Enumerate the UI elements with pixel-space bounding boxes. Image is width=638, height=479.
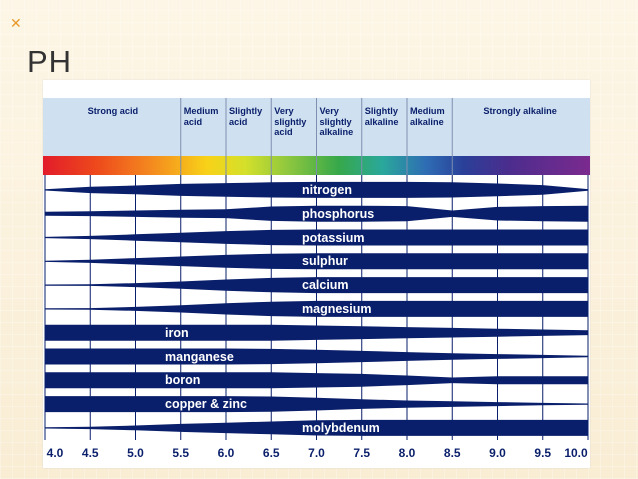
x-tick-label: 4.5: [81, 446, 99, 460]
ph-nutrient-availability-chart: Strong acid Medium acid Slightly acid Very …: [43, 80, 590, 468]
x-tick-label: 8.5: [443, 446, 461, 460]
x-tick-label: 9.5: [534, 446, 552, 460]
nutrient-label: copper & zinc: [165, 397, 247, 412]
corner-accent-icon: ✕: [10, 15, 22, 31]
nutrient-band: [45, 253, 588, 270]
nutrient-bands-svg: [44, 98, 589, 440]
nutrient-band: [45, 205, 588, 222]
x-tick-label: 6.0: [217, 446, 235, 460]
x-tick-label: 10.0: [564, 446, 588, 460]
nutrient-label: manganese: [165, 349, 234, 364]
x-tick-label: 9.0: [489, 446, 506, 460]
nutrient-band: [45, 229, 588, 246]
x-tick-label: 8.0: [398, 446, 416, 460]
zone-label: Strongly alkaline: [483, 106, 557, 116]
nutrient-label: phosphorus: [302, 206, 375, 221]
x-tick-label: 5.0: [127, 446, 144, 460]
x-tick-label: 6.5: [262, 446, 280, 460]
nutrient-band: [45, 300, 588, 317]
nutrient-band: [45, 396, 588, 413]
nutrient-label: sulphur: [302, 254, 348, 269]
nutrient-label: boron: [165, 373, 201, 388]
nutrient-band: [45, 324, 588, 341]
nutrient-band: [45, 348, 588, 365]
x-tick-label: 5.5: [172, 446, 190, 460]
zone-label: Very slightly acid: [274, 106, 307, 137]
zone-label: Medium alkaline: [410, 106, 445, 127]
nutrient-label: nitrogen: [302, 182, 352, 197]
nutrient-band: [45, 181, 588, 198]
slide-title: PH: [27, 44, 73, 79]
nutrient-band: [45, 419, 588, 436]
nutrient-band: [45, 372, 588, 389]
nutrient-label: iron: [165, 325, 189, 340]
nutrient-label: molybdenum: [302, 420, 380, 435]
zone-label: Medium acid: [183, 106, 219, 127]
x-tick-label: 7.5: [353, 446, 371, 460]
nutrient-label: potassium: [302, 230, 365, 245]
x-tick-label: 7.0: [308, 446, 325, 460]
zone-label: Slightly acid: [229, 106, 263, 127]
nutrient-label: calcium: [302, 278, 349, 293]
zone-label: Slightly alkaline: [364, 106, 399, 127]
zone-label: Strong acid: [87, 106, 139, 116]
x-tick-label: 4.0: [46, 446, 64, 460]
zone-label: Very slightly alkaline: [319, 106, 354, 137]
nutrient-band: [45, 277, 588, 294]
nutrient-label: magnesium: [302, 301, 372, 316]
